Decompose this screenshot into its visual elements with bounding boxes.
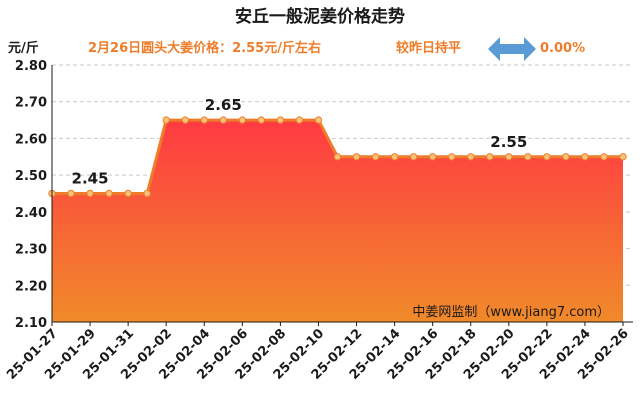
double-arrow-icon bbox=[488, 37, 536, 61]
data-marker bbox=[86, 189, 94, 198]
data-marker bbox=[333, 153, 342, 161]
price-area bbox=[52, 120, 623, 322]
data-marker bbox=[162, 116, 170, 124]
data-marker bbox=[428, 153, 437, 161]
y-tick-label: 2.50 bbox=[15, 169, 47, 184]
data-marker bbox=[238, 116, 247, 124]
data-marker bbox=[219, 116, 228, 124]
data-marker bbox=[314, 116, 323, 124]
watermark: 中姜网监制（www.jiang7.com） bbox=[412, 305, 610, 320]
y-tick-label: 2.10 bbox=[15, 316, 47, 331]
y-tick-label: 2.80 bbox=[15, 59, 47, 74]
y-tick-label: 2.40 bbox=[15, 206, 47, 221]
data-marker bbox=[619, 153, 627, 161]
data-marker bbox=[409, 153, 418, 161]
y-tick-label: 2.60 bbox=[15, 132, 47, 147]
data-marker bbox=[562, 153, 570, 161]
data-marker bbox=[257, 116, 266, 124]
data-marker bbox=[276, 116, 285, 124]
price-note: 2月26日圆头大姜价格：2.55元/斤左右 bbox=[88, 40, 321, 56]
chart-title: 安丘一般泥姜价格走势 bbox=[235, 6, 405, 27]
data-marker bbox=[448, 153, 456, 161]
data-marker bbox=[143, 189, 151, 198]
data-marker bbox=[200, 116, 208, 124]
data-marker bbox=[181, 116, 189, 124]
change-percent: 0.00% bbox=[540, 41, 585, 56]
data-label: 2.55 bbox=[490, 133, 527, 151]
data-marker bbox=[524, 153, 532, 161]
data-label: 2.45 bbox=[72, 170, 109, 188]
data-marker bbox=[124, 189, 132, 198]
data-marker bbox=[105, 189, 113, 198]
y-tick-label: 2.30 bbox=[15, 243, 47, 258]
data-marker bbox=[505, 153, 513, 161]
x-axis-ticks: 25-01-2725-01-2925-01-3125-02-0225-02-04… bbox=[4, 322, 632, 383]
data-marker bbox=[467, 153, 475, 161]
data-marker bbox=[581, 153, 589, 161]
data-marker bbox=[295, 116, 304, 124]
y-axis-unit: 元/斤 bbox=[8, 40, 39, 56]
data-markers bbox=[48, 116, 627, 198]
data-marker bbox=[390, 153, 399, 161]
data-marker bbox=[486, 153, 494, 161]
data-marker bbox=[371, 153, 380, 161]
data-marker bbox=[67, 189, 75, 198]
y-tick-label: 2.20 bbox=[15, 279, 47, 294]
data-labels: 2.45 2.65 2.55 bbox=[72, 96, 528, 187]
data-marker bbox=[352, 153, 361, 161]
y-axis-ticks: 2.10 2.20 2.30 2.40 2.50 2.60 2.70 2.80 bbox=[15, 59, 47, 331]
data-label: 2.65 bbox=[205, 96, 242, 114]
data-marker bbox=[600, 153, 608, 161]
compare-label: 较昨日持平 bbox=[396, 40, 461, 56]
y-tick-label: 2.70 bbox=[15, 96, 47, 111]
data-marker bbox=[543, 153, 551, 161]
